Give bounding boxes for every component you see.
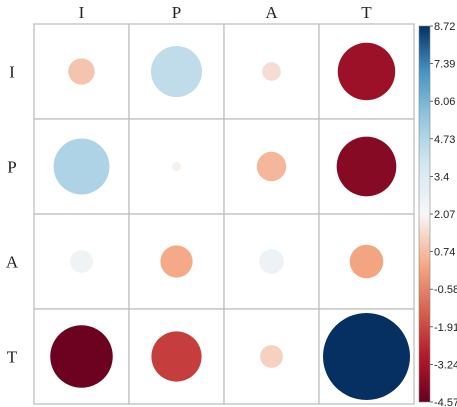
- correlation-circle-P-A: [256, 151, 287, 182]
- colorbar-tick-label: -0.58: [434, 284, 457, 296]
- colorbar-tick-label: -1.91: [434, 322, 457, 334]
- colorbar-tick-label: 8.72: [434, 21, 455, 33]
- colorbar-tick-label: 7.39: [434, 59, 455, 71]
- grid-cell: [318, 118, 415, 215]
- row-label: A: [6, 253, 19, 272]
- correlation-circle-T-P: [151, 331, 202, 382]
- colorbar-tick-label: -3.24: [434, 359, 457, 371]
- correlation-circle-P-I: [53, 138, 110, 195]
- correlation-circle-I-I: [68, 58, 95, 85]
- correlation-circle-T-I: [50, 325, 113, 388]
- colorbar-tick-label: 6.06: [434, 96, 455, 108]
- correlation-circle-A-P: [160, 245, 193, 278]
- column-label: A: [265, 3, 278, 22]
- correlation-circle-I-T: [337, 42, 396, 101]
- column-label: I: [79, 3, 85, 22]
- correlation-circle-P-P: [171, 161, 182, 172]
- row-label: I: [9, 63, 15, 82]
- correlation-circle-P-T: [336, 136, 397, 197]
- correlation-circle-A-T: [349, 244, 384, 279]
- colorbar-tick-label: 4.73: [434, 134, 455, 146]
- row-label: T: [7, 348, 18, 367]
- colorbar: 8.72 7.39 6.06 4.73 3.4 2.07 0.74 -0.58 -1.91 -3.…: [418, 21, 457, 407]
- colorbar-tick-label: 2.07: [434, 209, 455, 221]
- column-label: T: [361, 3, 372, 22]
- colorbar-tick-label: 0.74: [434, 247, 455, 259]
- correlation-circle-I-A: [262, 62, 281, 81]
- column-label: P: [172, 3, 181, 22]
- correlation-circle-T-A: [260, 345, 283, 368]
- grid-cell: [128, 308, 225, 405]
- correlation-circle-A-A: [259, 249, 284, 274]
- axis-labels: I P A T I P A T: [6, 3, 372, 367]
- correlation-circle-A-I: [70, 250, 93, 273]
- colorbar-tick-label: -4.57: [434, 397, 457, 407]
- correlation-circle-T-T: [323, 313, 410, 400]
- row-label: P: [7, 158, 16, 177]
- colorbar-tick-label: 3.4: [434, 171, 449, 183]
- colorbar-gradient: [418, 25, 431, 403]
- correlation-circle-I-P: [150, 45, 203, 98]
- circles: [50, 42, 410, 400]
